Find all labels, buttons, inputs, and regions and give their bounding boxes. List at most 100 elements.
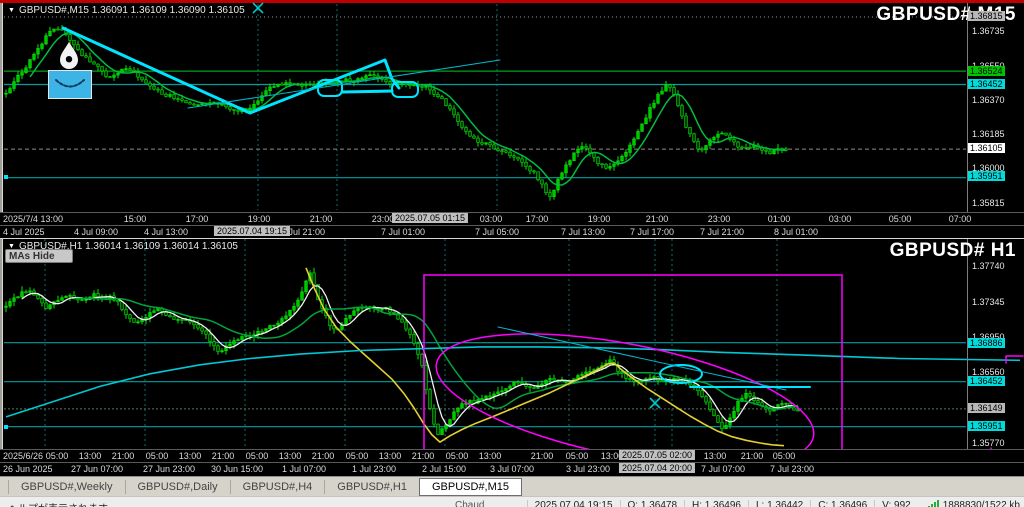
tab-gbpusd-daily[interactable]: GBPUSD#,Daily (126, 479, 231, 494)
price-tick: 1.37345 (972, 297, 1005, 307)
time-label: 2025/6/26 (3, 451, 44, 461)
time-label: 27 Jun 07:00 (70, 464, 124, 474)
price-box-cyan: 1.36886 (968, 338, 1005, 348)
h1-watermark: GBPUSD# H1 (889, 240, 1016, 261)
time-label: 05:00 (445, 451, 469, 461)
time-label: 7 Jul 23:00 (769, 464, 815, 474)
time-label: 7 Jul 13:00 (560, 227, 606, 237)
time-label: 19:00 (247, 214, 271, 224)
time-label: 05:00 (145, 451, 169, 461)
status-profile-text: Chaud (455, 500, 485, 507)
drawing-tool-button[interactable] (48, 70, 92, 99)
time-label: 13:00 (178, 451, 202, 461)
time-label: 27 Jun 23:00 (142, 464, 196, 474)
tab-gbpusd-weekly[interactable]: GBPUSD#,Weekly (8, 479, 126, 494)
price-tick: 1.36550 (972, 61, 1005, 71)
time-label: 23:00 (707, 214, 731, 224)
time-label: 21:00 (311, 451, 335, 461)
time-label: 1 Jul 07:00 (281, 464, 327, 474)
status-item: V: 992 (874, 500, 918, 507)
time-label: 17:00 (525, 214, 549, 224)
price-box-gray: 1.36149 (968, 403, 1005, 413)
time-label: 21:00 (530, 451, 554, 461)
price-tick: 1.37740 (972, 261, 1005, 271)
time-label: 05:00 (888, 214, 912, 224)
m15-time-axis-row2: 4 Jul 2025 4 Jul 09:00 4 Jul 13:00 4 Jul 21… (0, 225, 1024, 238)
tab-gbpusd-m15[interactable]: GBPUSD#,M15 (418, 477, 523, 496)
time-label: 07:00 (948, 214, 972, 224)
time-label: 23:00 (371, 214, 395, 224)
status-item: 2025.07.04 19:15 (526, 500, 620, 507)
time-label: 21:00 (411, 451, 435, 461)
price-tick: 1.36735 (972, 26, 1005, 36)
status-item: C: 1.36496 (810, 500, 874, 507)
price-tick: 1.35770 (972, 438, 1005, 448)
time-label: 26 Jun 2025 (3, 464, 53, 474)
time-label: 3 Jul 07:00 (489, 464, 535, 474)
time-label: 13:00 (703, 451, 727, 461)
h1-axis-separator (967, 239, 968, 474)
time-label: 7 Jul 21:00 (699, 227, 745, 237)
price-box-cyan: 1.36452 (968, 79, 1005, 89)
tab-gbpusd-h1[interactable]: GBPUSD#,H1 (325, 479, 420, 494)
window-menu-icon[interactable]: ▼ (8, 7, 15, 14)
time-label: 21:00 (211, 451, 235, 461)
h1-time-axis-row1: 2025/6/26 05:00 13:00 21:00 05:00 13:00 21:00 0… (0, 449, 1024, 462)
time-label: 2025/7/4 13:00 (3, 214, 64, 224)
price-tick: 1.36950 (972, 332, 1005, 342)
time-label: 21:00 (111, 451, 135, 461)
time-label: 19:00 (587, 214, 611, 224)
m15-title-text: GBPUSD#,M15 1.36091 1.36109 1.36090 1.36… (18, 5, 245, 16)
price-box-white: 1.36105 (968, 143, 1005, 153)
m15-chart-title: ▼ GBPUSD#,M15 1.36091 1.36109 1.36090 1.… (8, 5, 245, 16)
time-label: 7 Jul 05:00 (474, 227, 520, 237)
status-traffic: 1888830/1522 kb (942, 500, 1020, 507)
chart-tab-bar: GBPUSD#,Weekly GBPUSD#,Daily GBPUSD#,H4 GBP… (0, 476, 1024, 496)
chart-window-separator (0, 237, 1024, 239)
price-tick: 1.35815 (972, 198, 1005, 208)
mas-hide-button[interactable]: MAs Hide (5, 249, 73, 263)
h1-title-text: GBPUSD#,H1 1.36014 1.36109 1.36014 1.361… (18, 241, 238, 252)
time-label: 03:00 (828, 214, 852, 224)
time-label: 3 Jul 23:00 (565, 464, 611, 474)
m15-watermark: GBPUSD# M15 (876, 4, 1016, 25)
h1-chart-title: ▼ GBPUSD#,H1 1.36014 1.36109 1.36014 1.3… (8, 241, 238, 252)
tab-gbpusd-h4[interactable]: GBPUSD#,H4 (231, 479, 326, 494)
time-label: 05:00 (565, 451, 589, 461)
time-label: 05:00 (245, 451, 269, 461)
status-bar: ヘルプが表示されます Chaud 2025.07.04 19:15O: 1.36… (0, 496, 1024, 507)
time-label: 05:00 (772, 451, 796, 461)
axis-tooltip: 2025.07.04 19:15 (213, 226, 291, 236)
time-label: 21:00 (645, 214, 669, 224)
time-label: 21:00 (309, 214, 333, 224)
price-box-cyan: 1.36452 (968, 376, 1005, 386)
time-label: 05:00 (45, 451, 69, 461)
time-label: 03:00 (479, 214, 503, 224)
price-box-green: 1.36524 (968, 66, 1005, 76)
top-alert-bar (0, 0, 1024, 3)
status-help-text: ヘルプが表示されます (8, 500, 108, 507)
time-label: 17:00 (185, 214, 209, 224)
price-tick: 1.36560 (972, 367, 1005, 377)
time-label: 7 Jul 01:00 (380, 227, 426, 237)
time-label: 1 Jul 23:00 (351, 464, 397, 474)
price-tick: 1.36000 (972, 163, 1005, 173)
time-label: 21:00 (740, 451, 764, 461)
time-label: 13:00 (78, 451, 102, 461)
time-label: 05:00 (345, 451, 369, 461)
time-label: 13:00 (278, 451, 302, 461)
time-label: 01:00 (767, 214, 791, 224)
h1-time-axis-row2: 26 Jun 2025 27 Jun 07:00 27 Jun 23:00 30 Ju… (0, 462, 1024, 475)
window-menu-icon[interactable]: ▼ (8, 243, 15, 250)
time-label: 4 Jul 09:00 (73, 227, 119, 237)
connection-signal-icon (927, 500, 939, 507)
time-label: 7 Jul 07:00 (700, 464, 746, 474)
price-box-cyan: 1.35951 (968, 171, 1005, 181)
time-label: 4 Jul 13:00 (143, 227, 189, 237)
price-box-cyan: 1.35951 (968, 421, 1005, 431)
axis-tooltip: 2025.07.05 01:15 (391, 213, 469, 223)
